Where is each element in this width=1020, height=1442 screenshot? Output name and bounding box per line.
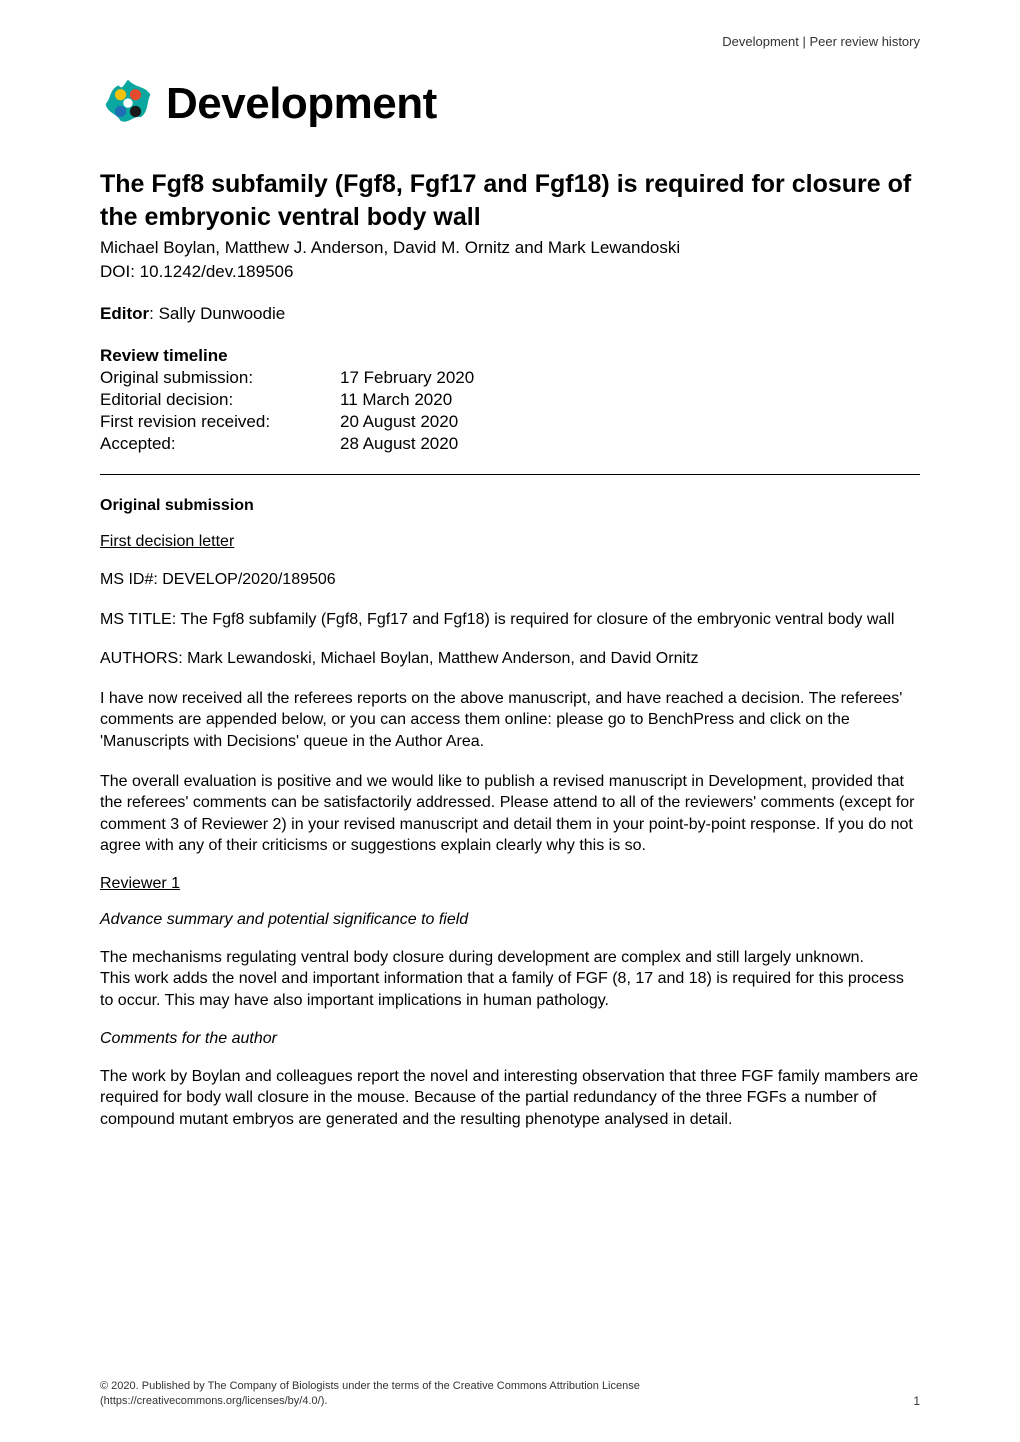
editor-label: Editor	[100, 304, 149, 323]
table-row: Accepted: 28 August 2020	[100, 434, 474, 456]
timeline-date: 11 March 2020	[340, 390, 474, 412]
section-first-decision-letter: First decision letter	[100, 533, 920, 551]
decision-paragraph-2: The overall evaluation is positive and w…	[100, 771, 920, 857]
ms-authors: AUTHORS: Mark Lewandoski, Michael Boylan…	[100, 648, 920, 670]
logo-text: Development	[166, 79, 437, 129]
footer-page-number: 1	[913, 1394, 920, 1408]
section-reviewer-1: Reviewer 1	[100, 875, 920, 893]
timeline-date: 17 February 2020	[340, 368, 474, 390]
article-authors: Michael Boylan, Matthew J. Anderson, Dav…	[100, 237, 920, 260]
article-doi: DOI: 10.1242/dev.189506	[100, 262, 920, 282]
table-row: Editorial decision: 11 March 2020	[100, 390, 474, 412]
ms-id: MS ID#: DEVELOP/2020/189506	[100, 569, 920, 591]
editor-colon: :	[149, 304, 158, 323]
journal-logo: Development	[100, 76, 920, 132]
section-original-submission: Original submission	[100, 497, 920, 515]
timeline-label: Accepted:	[100, 434, 340, 456]
decision-paragraph-1: I have now received all the referees rep…	[100, 688, 920, 753]
divider	[100, 474, 920, 475]
page-footer: © 2020. Published by The Company of Biol…	[100, 1379, 920, 1408]
review-timeline-table: Original submission: 17 February 2020 Ed…	[100, 368, 474, 456]
ms-title: MS TITLE: The Fgf8 subfamily (Fgf8, Fgf1…	[100, 609, 920, 631]
timeline-label: Editorial decision:	[100, 390, 340, 412]
r1-advance-p2: This work adds the novel and important i…	[100, 968, 920, 1011]
footer-license: © 2020. Published by The Company of Biol…	[100, 1379, 860, 1408]
r1-comments-heading: Comments for the author	[100, 1030, 920, 1048]
table-row: First revision received: 20 August 2020	[100, 412, 474, 434]
timeline-label: Original submission:	[100, 368, 340, 390]
r1-advance-heading: Advance summary and potential significan…	[100, 911, 920, 929]
article-title: The Fgf8 subfamily (Fgf8, Fgf17 and Fgf1…	[100, 168, 920, 233]
logo-mark-icon	[100, 76, 156, 132]
table-row: Original submission: 17 February 2020	[100, 368, 474, 390]
editor-name: Sally Dunwoodie	[159, 304, 286, 323]
running-header: Development | Peer review history	[722, 34, 920, 49]
timeline-label: First revision received:	[100, 412, 340, 434]
r1-advance-p1: The mechanisms regulating ventral body c…	[100, 947, 920, 969]
timeline-date: 20 August 2020	[340, 412, 474, 434]
timeline-heading: Review timeline	[100, 346, 920, 366]
timeline-date: 28 August 2020	[340, 434, 474, 456]
editor-line: Editor: Sally Dunwoodie	[100, 304, 920, 324]
r1-comments-p1: The work by Boylan and colleagues report…	[100, 1066, 920, 1131]
